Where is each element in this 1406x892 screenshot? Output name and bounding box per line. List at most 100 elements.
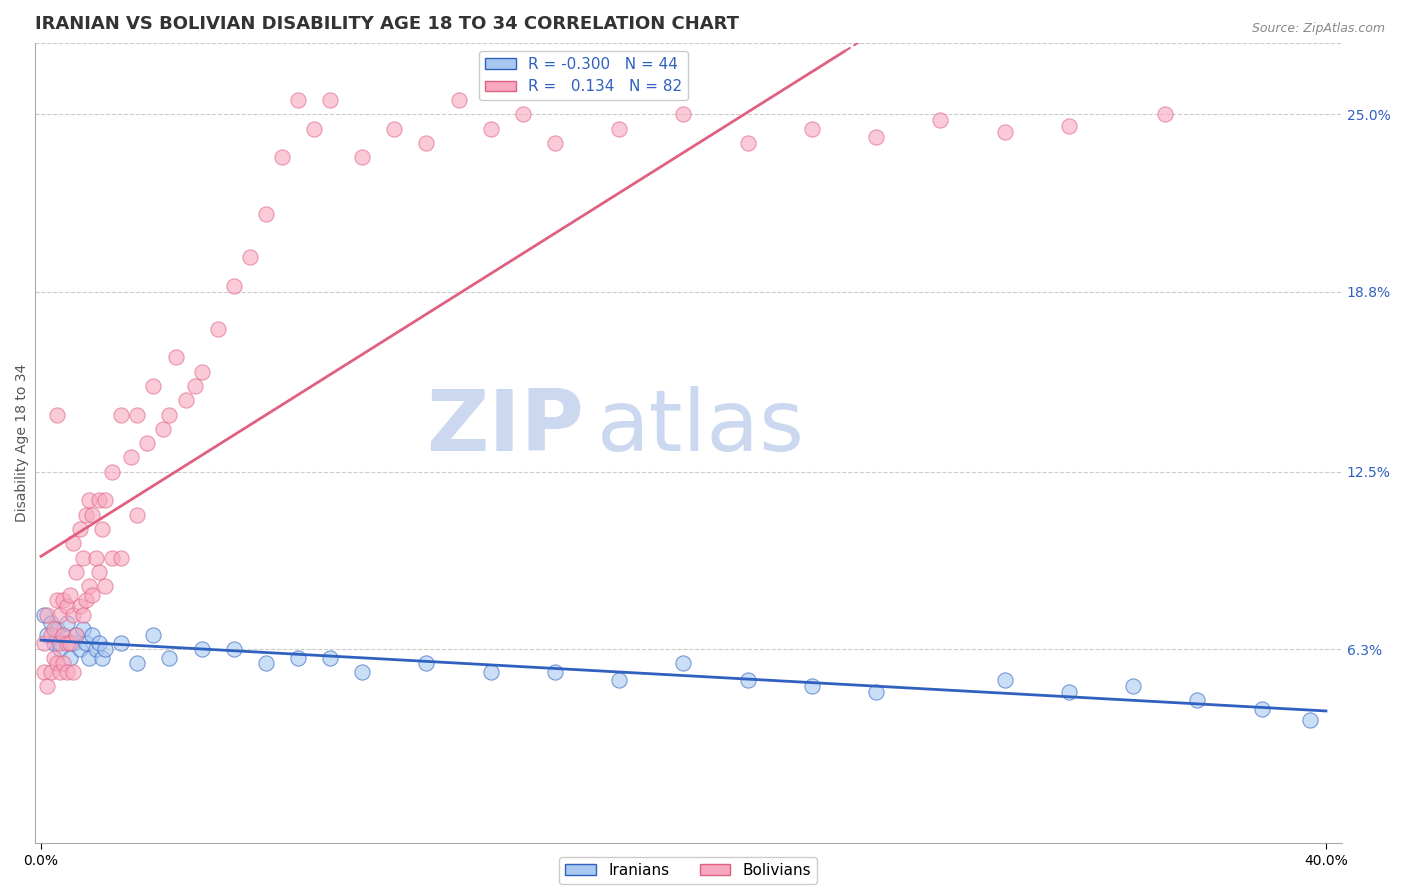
Point bbox=[672, 657, 695, 671]
Point bbox=[184, 379, 207, 393]
Point bbox=[174, 393, 197, 408]
Point bbox=[72, 607, 94, 622]
Text: atlas: atlas bbox=[596, 385, 804, 468]
Point bbox=[94, 579, 117, 593]
Point bbox=[865, 130, 887, 145]
Point bbox=[46, 657, 69, 671]
Point bbox=[46, 408, 69, 422]
Point bbox=[110, 408, 132, 422]
Point bbox=[544, 136, 567, 150]
Point bbox=[46, 622, 69, 636]
Point bbox=[159, 408, 181, 422]
Point bbox=[1057, 685, 1080, 699]
Point bbox=[65, 565, 87, 579]
Point bbox=[672, 107, 695, 121]
Point bbox=[127, 508, 149, 522]
Point bbox=[39, 616, 62, 631]
Point bbox=[159, 650, 181, 665]
Point bbox=[254, 207, 277, 221]
Point bbox=[72, 550, 94, 565]
Point bbox=[77, 650, 100, 665]
Point bbox=[110, 550, 132, 565]
Point bbox=[127, 408, 149, 422]
Point bbox=[479, 665, 502, 679]
Point bbox=[1187, 693, 1209, 707]
Point bbox=[222, 642, 245, 657]
Point bbox=[82, 588, 104, 602]
Point bbox=[737, 136, 759, 150]
Point bbox=[39, 628, 62, 642]
Point bbox=[59, 588, 82, 602]
Point bbox=[190, 642, 212, 657]
Point bbox=[39, 665, 62, 679]
Point bbox=[84, 550, 107, 565]
Point bbox=[59, 636, 82, 650]
Legend: Iranians, Bolivians: Iranians, Bolivians bbox=[560, 856, 817, 884]
Point bbox=[254, 657, 277, 671]
Point bbox=[49, 636, 72, 650]
Point bbox=[42, 622, 65, 636]
Point bbox=[52, 628, 75, 642]
Point bbox=[479, 121, 502, 136]
Point bbox=[82, 508, 104, 522]
Point bbox=[82, 628, 104, 642]
Point bbox=[55, 599, 77, 614]
Point bbox=[49, 665, 72, 679]
Point bbox=[94, 493, 117, 508]
Point bbox=[37, 628, 59, 642]
Point bbox=[287, 650, 309, 665]
Point bbox=[59, 650, 82, 665]
Point bbox=[46, 593, 69, 607]
Point bbox=[42, 650, 65, 665]
Point bbox=[69, 599, 91, 614]
Point bbox=[239, 250, 262, 264]
Point bbox=[544, 665, 567, 679]
Point bbox=[94, 642, 117, 657]
Text: ZIP: ZIP bbox=[426, 385, 583, 468]
Point bbox=[447, 93, 470, 107]
Point bbox=[1154, 107, 1177, 121]
Point bbox=[929, 113, 952, 128]
Point bbox=[77, 579, 100, 593]
Point bbox=[1250, 702, 1272, 716]
Point bbox=[77, 493, 100, 508]
Point bbox=[1122, 679, 1144, 693]
Point bbox=[42, 636, 65, 650]
Point bbox=[165, 351, 187, 365]
Point bbox=[87, 565, 110, 579]
Point bbox=[84, 642, 107, 657]
Point bbox=[319, 650, 342, 665]
Point bbox=[69, 522, 91, 536]
Point bbox=[120, 450, 142, 465]
Point bbox=[75, 636, 97, 650]
Text: Source: ZipAtlas.com: Source: ZipAtlas.com bbox=[1251, 22, 1385, 36]
Y-axis label: Disability Age 18 to 34: Disability Age 18 to 34 bbox=[15, 364, 30, 523]
Point bbox=[607, 673, 630, 688]
Point bbox=[49, 607, 72, 622]
Point bbox=[110, 636, 132, 650]
Point bbox=[142, 628, 165, 642]
Point bbox=[607, 121, 630, 136]
Point bbox=[352, 150, 374, 164]
Point bbox=[287, 93, 309, 107]
Point bbox=[87, 636, 110, 650]
Point bbox=[91, 650, 114, 665]
Point bbox=[382, 121, 405, 136]
Point bbox=[62, 665, 84, 679]
Point bbox=[37, 679, 59, 693]
Point bbox=[1057, 119, 1080, 133]
Point bbox=[271, 150, 294, 164]
Point bbox=[994, 673, 1017, 688]
Point bbox=[865, 685, 887, 699]
Point bbox=[72, 622, 94, 636]
Point bbox=[415, 136, 437, 150]
Point bbox=[152, 422, 174, 436]
Point bbox=[1299, 714, 1322, 728]
Point bbox=[75, 508, 97, 522]
Point bbox=[55, 616, 77, 631]
Point bbox=[142, 379, 165, 393]
Point bbox=[136, 436, 159, 450]
Point bbox=[65, 628, 87, 642]
Point bbox=[62, 636, 84, 650]
Point bbox=[37, 607, 59, 622]
